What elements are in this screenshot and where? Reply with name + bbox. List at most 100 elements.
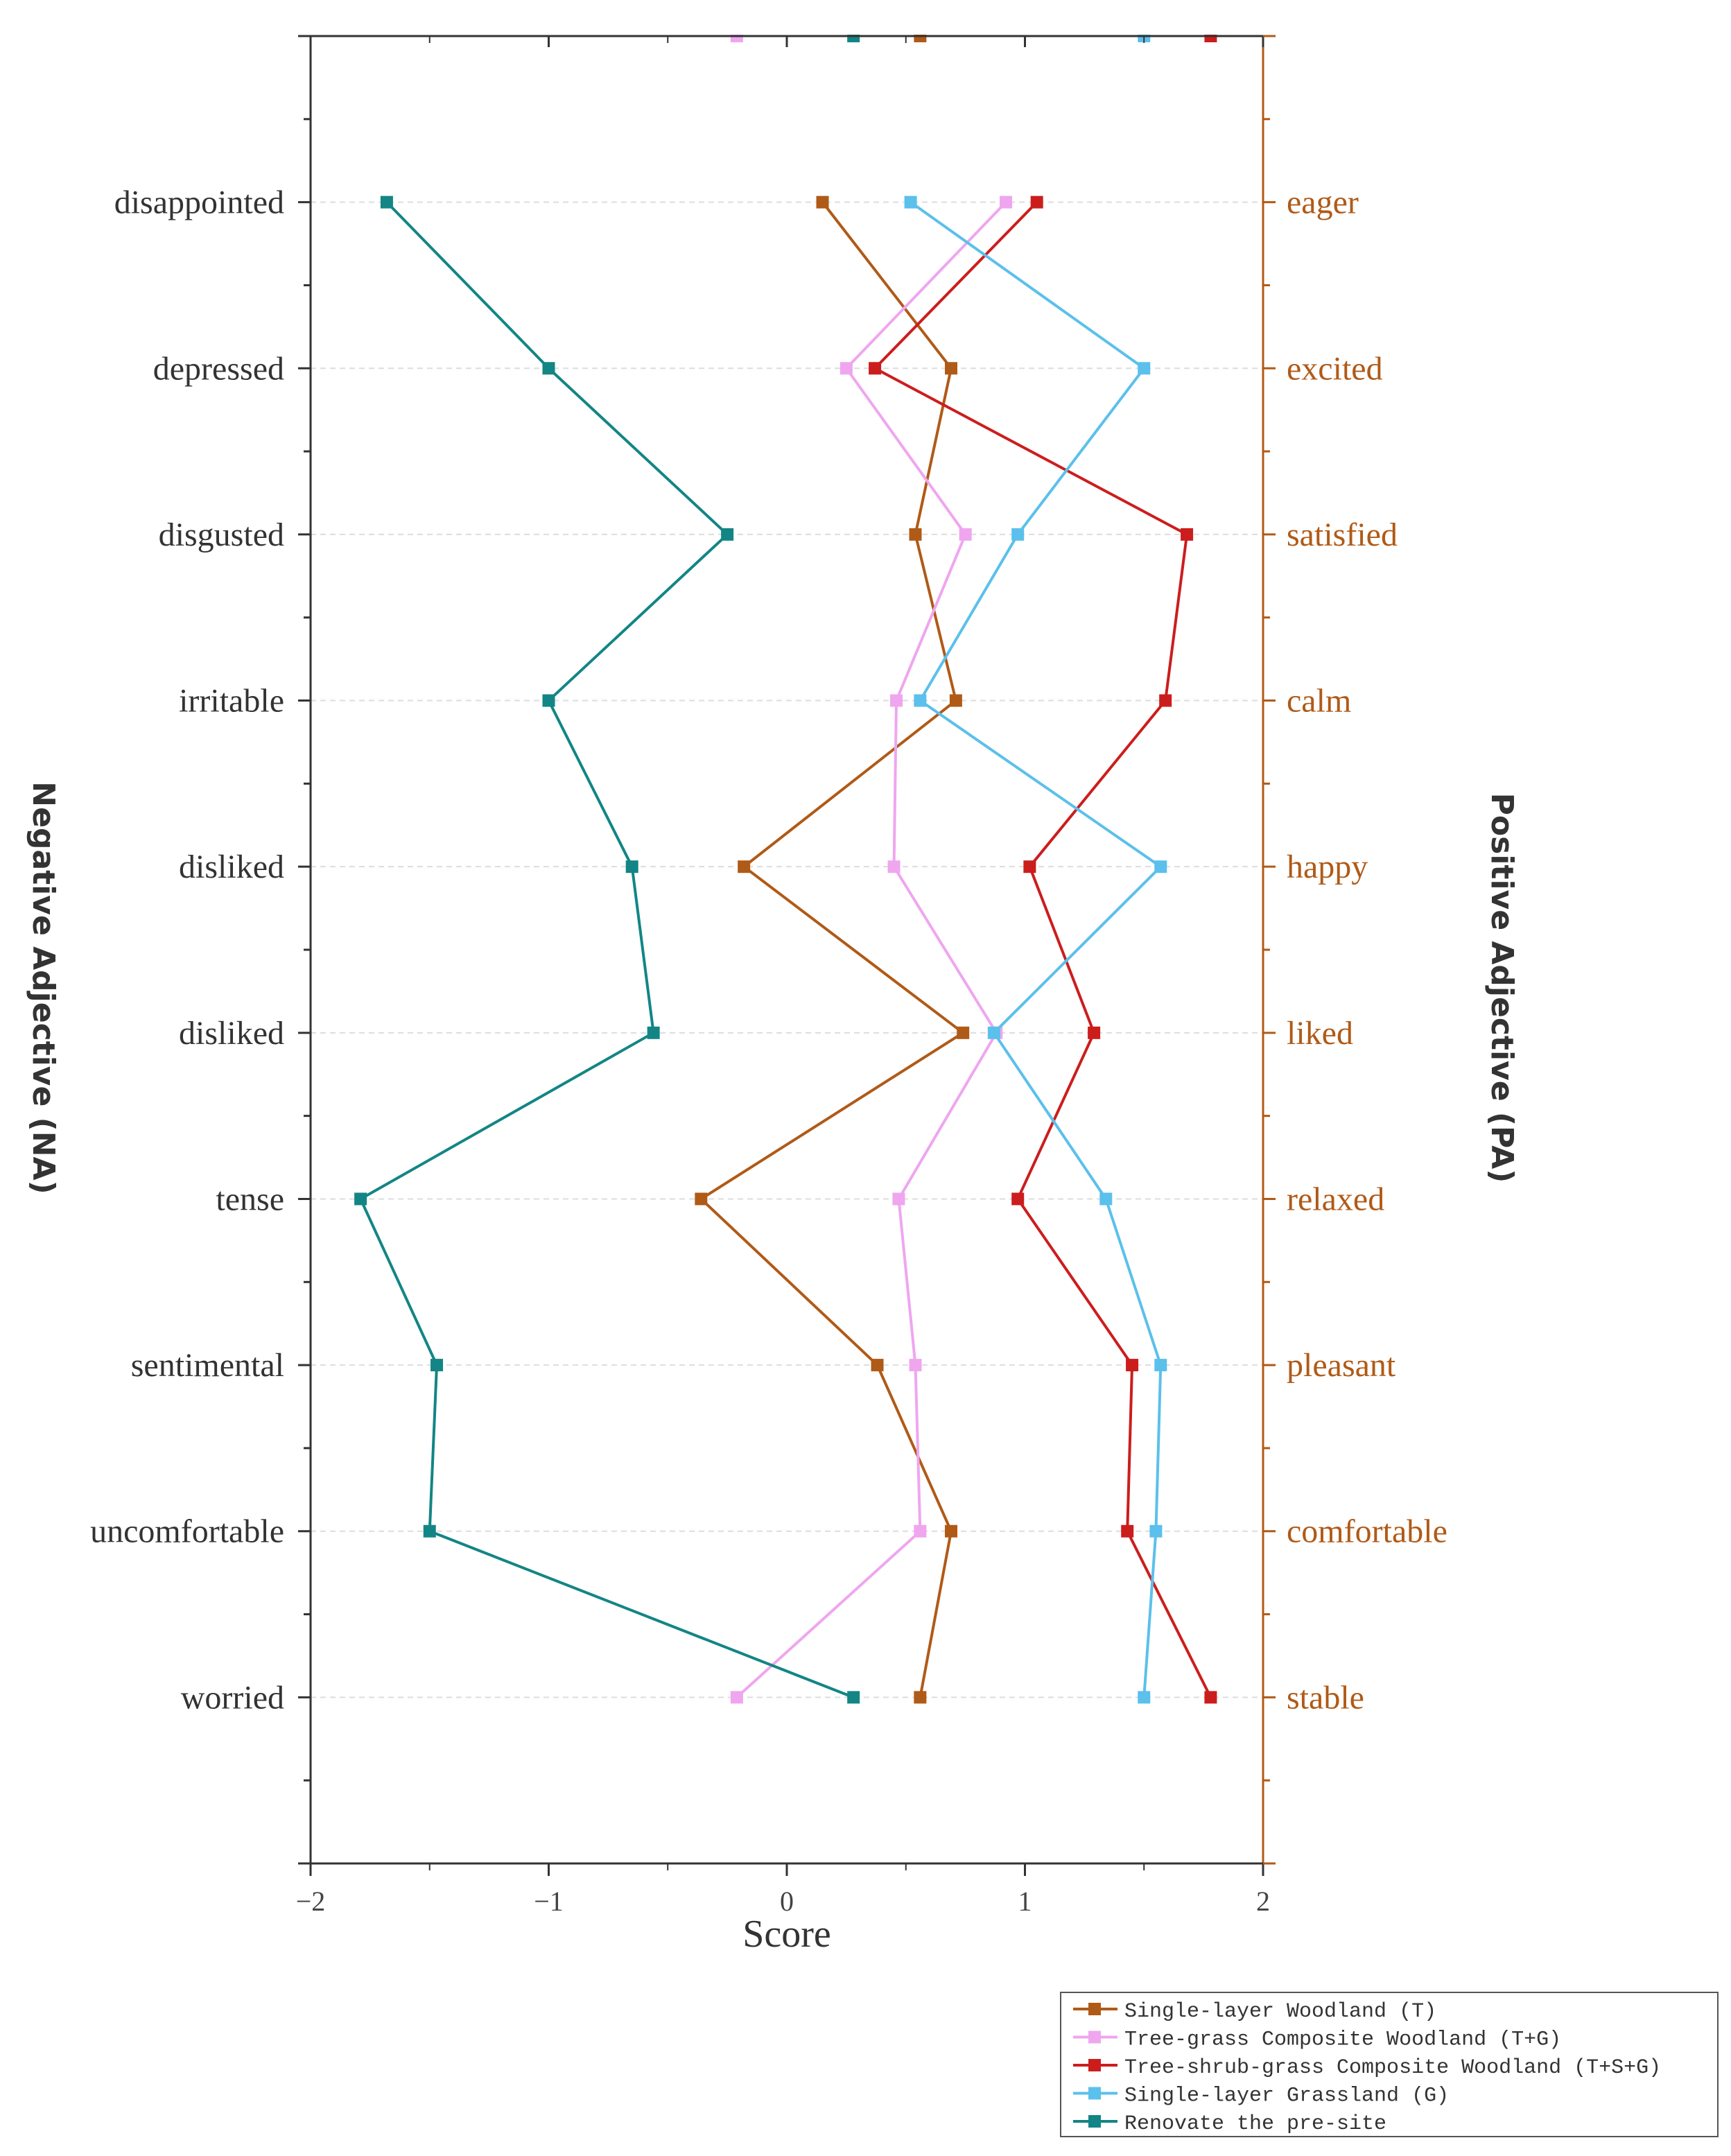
legend-items: Single-layer Woodland (T) Tree-grass Comp… — [1073, 2000, 1661, 2136]
data-point — [1011, 528, 1025, 541]
data-point — [890, 694, 903, 707]
data-point — [847, 1691, 860, 1704]
x-tick-label: −1 — [534, 1886, 564, 1917]
data-point — [914, 1524, 927, 1538]
positive-adjective-label: comfortable — [1287, 1513, 1447, 1550]
data-point — [738, 860, 751, 873]
positive-adjective-label: happy — [1287, 849, 1368, 885]
data-point — [1154, 1359, 1167, 1372]
top-edge-marker — [914, 35, 927, 42]
x-axis-title: Score — [742, 1913, 831, 1956]
legend-label: Single-layer Grassland (G) — [1124, 2085, 1449, 2108]
data-point — [1149, 1524, 1163, 1538]
legend-swatch-marker — [1088, 2087, 1101, 2100]
data-point — [625, 860, 638, 873]
y-axis-title-left: Negative Adjective (NA) — [26, 781, 61, 1194]
data-point — [380, 195, 393, 209]
data-point — [1000, 195, 1013, 209]
category-labels: worried stable uncomfortable comfortable sen… — [90, 184, 1447, 1716]
series-line — [910, 201, 1163, 1698]
data-point — [871, 1359, 884, 1372]
legend-label: Renovate the pre-site — [1124, 2112, 1386, 2136]
data-point — [914, 1691, 927, 1704]
positive-adjective-label: liked — [1287, 1015, 1353, 1052]
data-point — [1204, 1691, 1217, 1704]
data-point — [909, 1359, 922, 1372]
data-point — [1154, 860, 1167, 873]
positive-adjective-label: relaxed — [1287, 1181, 1384, 1217]
data-point — [945, 1524, 958, 1538]
data-point — [987, 1026, 1000, 1039]
negative-adjective-label: depressed — [153, 350, 284, 387]
negative-adjective-label: disgusted — [159, 516, 284, 553]
positive-adjective-label: stable — [1287, 1679, 1364, 1716]
top-edge-marker — [730, 35, 743, 42]
data-point — [945, 362, 958, 375]
negative-adjective-label: disliked — [179, 849, 284, 885]
data-point — [1121, 1524, 1134, 1538]
y-axis-title-right: Positive Adjective (PA) — [1484, 793, 1520, 1183]
data-point — [423, 1524, 436, 1538]
series-lines — [354, 35, 1217, 1704]
negative-adjective-label: worried — [181, 1679, 284, 1716]
data-point — [1088, 1026, 1101, 1039]
data-point — [949, 694, 962, 707]
series-line — [359, 201, 854, 1699]
legend: Single-layer Woodland (T) Tree-grass Comp… — [1060, 1992, 1719, 2137]
legend-swatch-marker — [1088, 2003, 1101, 2015]
data-point — [430, 1359, 444, 1372]
series-line — [699, 201, 965, 1698]
x-tick-label: 0 — [780, 1886, 794, 1917]
axes: −2 −1 0 1 2 — [296, 35, 1276, 1917]
data-point — [1126, 1359, 1139, 1372]
data-point — [695, 1192, 708, 1206]
legend-swatch-marker — [1088, 2115, 1101, 2128]
negative-adjective-label: uncomfortable — [90, 1513, 284, 1550]
data-point — [1030, 195, 1043, 209]
data-point — [959, 528, 972, 541]
negative-adjective-label: tense — [216, 1181, 284, 1217]
data-point — [1159, 694, 1172, 707]
data-point — [914, 694, 927, 707]
legend-label: Tree-shrub-grass Composite Woodland (T+S… — [1124, 2056, 1661, 2080]
legend-label: Tree-grass Composite Woodland (T+G) — [1124, 2028, 1561, 2052]
series-line — [873, 201, 1212, 1698]
negative-adjective-label: irritable — [179, 683, 284, 720]
positive-adjective-label: excited — [1287, 350, 1383, 387]
top-edge-marker — [1204, 35, 1217, 42]
legend-swatch-marker — [1088, 2059, 1101, 2071]
data-point — [1181, 528, 1194, 541]
data-point — [869, 362, 882, 375]
data-point — [887, 860, 901, 873]
data-point — [1011, 1192, 1025, 1206]
positive-adjective-label: eager — [1287, 184, 1359, 221]
negative-adjective-label: disappointed — [114, 184, 284, 221]
data-point — [1099, 1192, 1113, 1206]
negative-adjective-label: disliked — [179, 1015, 284, 1052]
negative-adjective-label: sentimental — [131, 1347, 284, 1384]
x-tick-label: −2 — [296, 1886, 326, 1917]
series-line — [736, 201, 1007, 1698]
data-point — [892, 1192, 905, 1206]
data-point — [542, 694, 555, 707]
data-point — [730, 1691, 743, 1704]
top-edge-marker — [847, 35, 860, 42]
data-point — [721, 528, 734, 541]
data-point — [647, 1026, 660, 1039]
data-point — [1023, 860, 1036, 873]
data-point — [816, 195, 829, 209]
positive-adjective-label: calm — [1287, 683, 1351, 720]
data-point — [904, 195, 917, 209]
data-point — [1138, 362, 1151, 375]
data-point — [909, 528, 922, 541]
x-tick-label: 2 — [1256, 1886, 1270, 1917]
data-point — [840, 362, 853, 375]
data-point — [1138, 1691, 1151, 1704]
data-point — [354, 1192, 367, 1206]
x-tick-label: 1 — [1018, 1886, 1032, 1917]
grid-lines — [311, 201, 1263, 1698]
legend-label: Single-layer Woodland (T) — [1124, 2000, 1436, 2024]
data-point — [957, 1026, 970, 1039]
positive-adjective-label: satisfied — [1287, 516, 1398, 553]
